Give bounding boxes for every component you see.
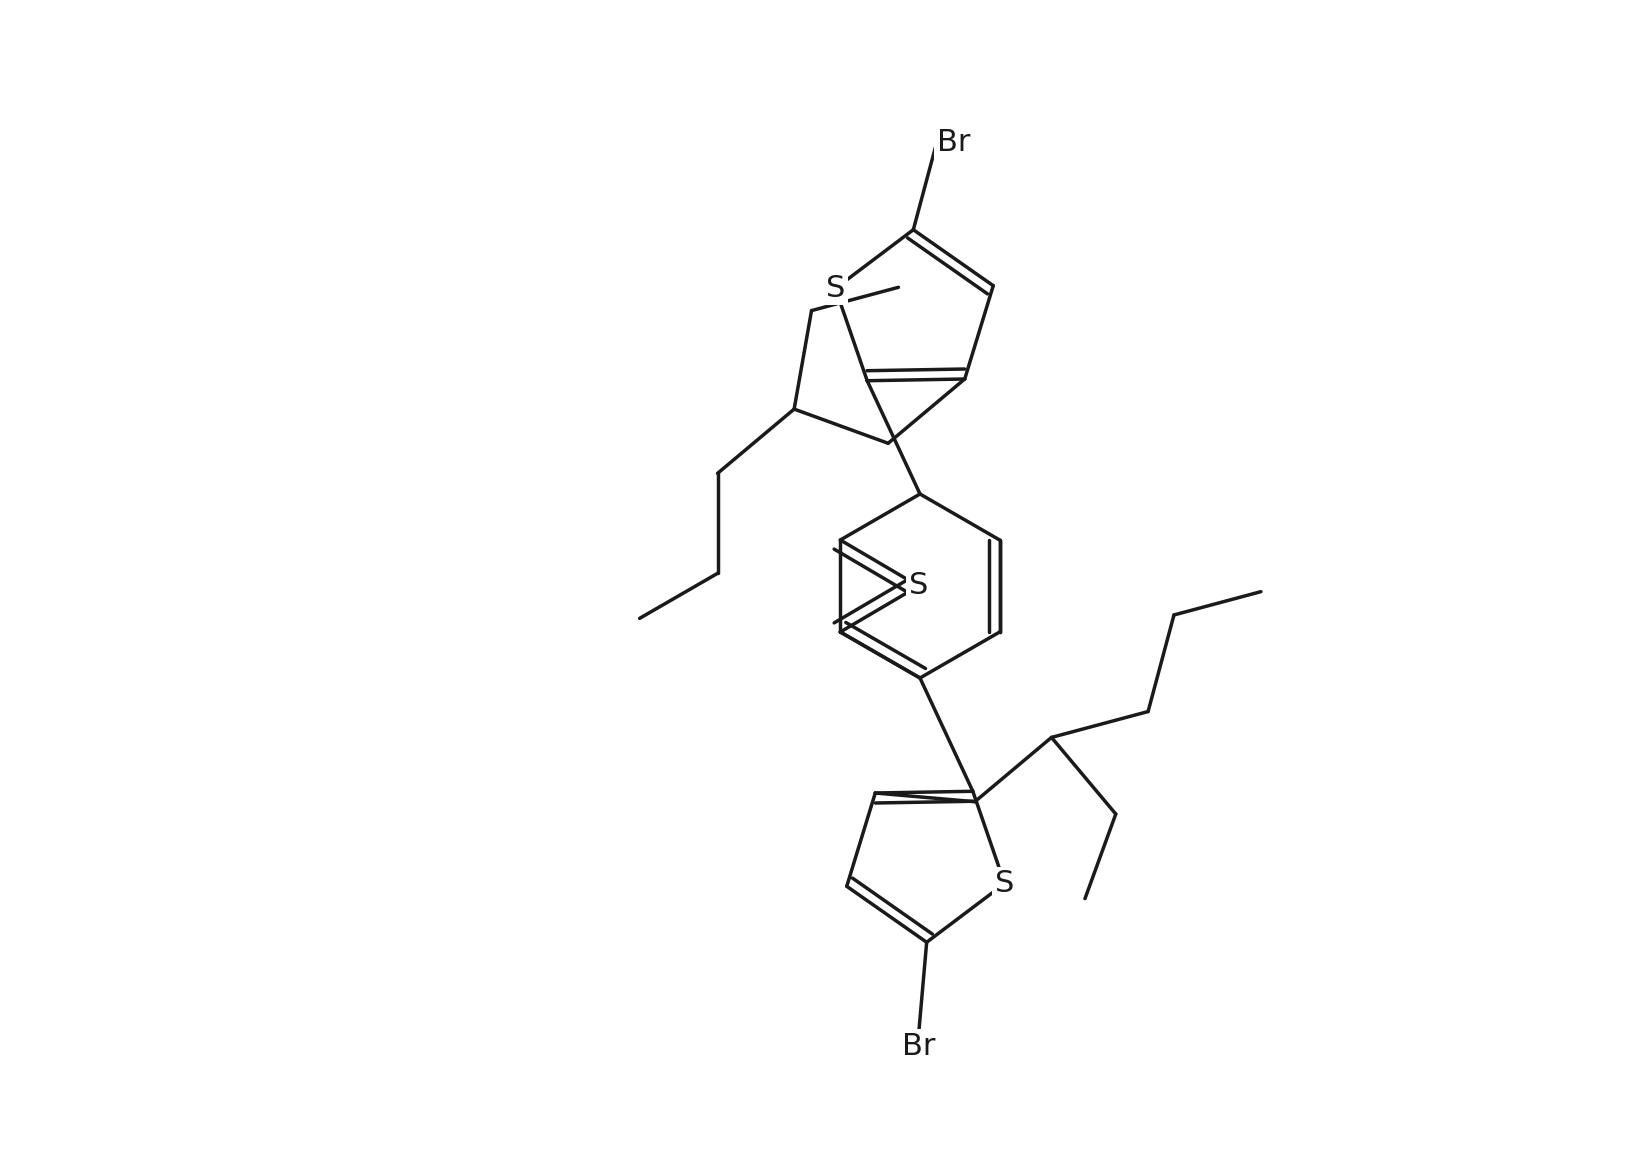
Text: Br: Br [903, 1031, 936, 1061]
Text: N: N [911, 573, 934, 602]
Text: S: S [825, 274, 845, 302]
Text: S: S [995, 870, 1015, 898]
Text: Br: Br [937, 128, 970, 157]
Text: N: N [911, 570, 934, 599]
Text: S: S [909, 572, 929, 600]
